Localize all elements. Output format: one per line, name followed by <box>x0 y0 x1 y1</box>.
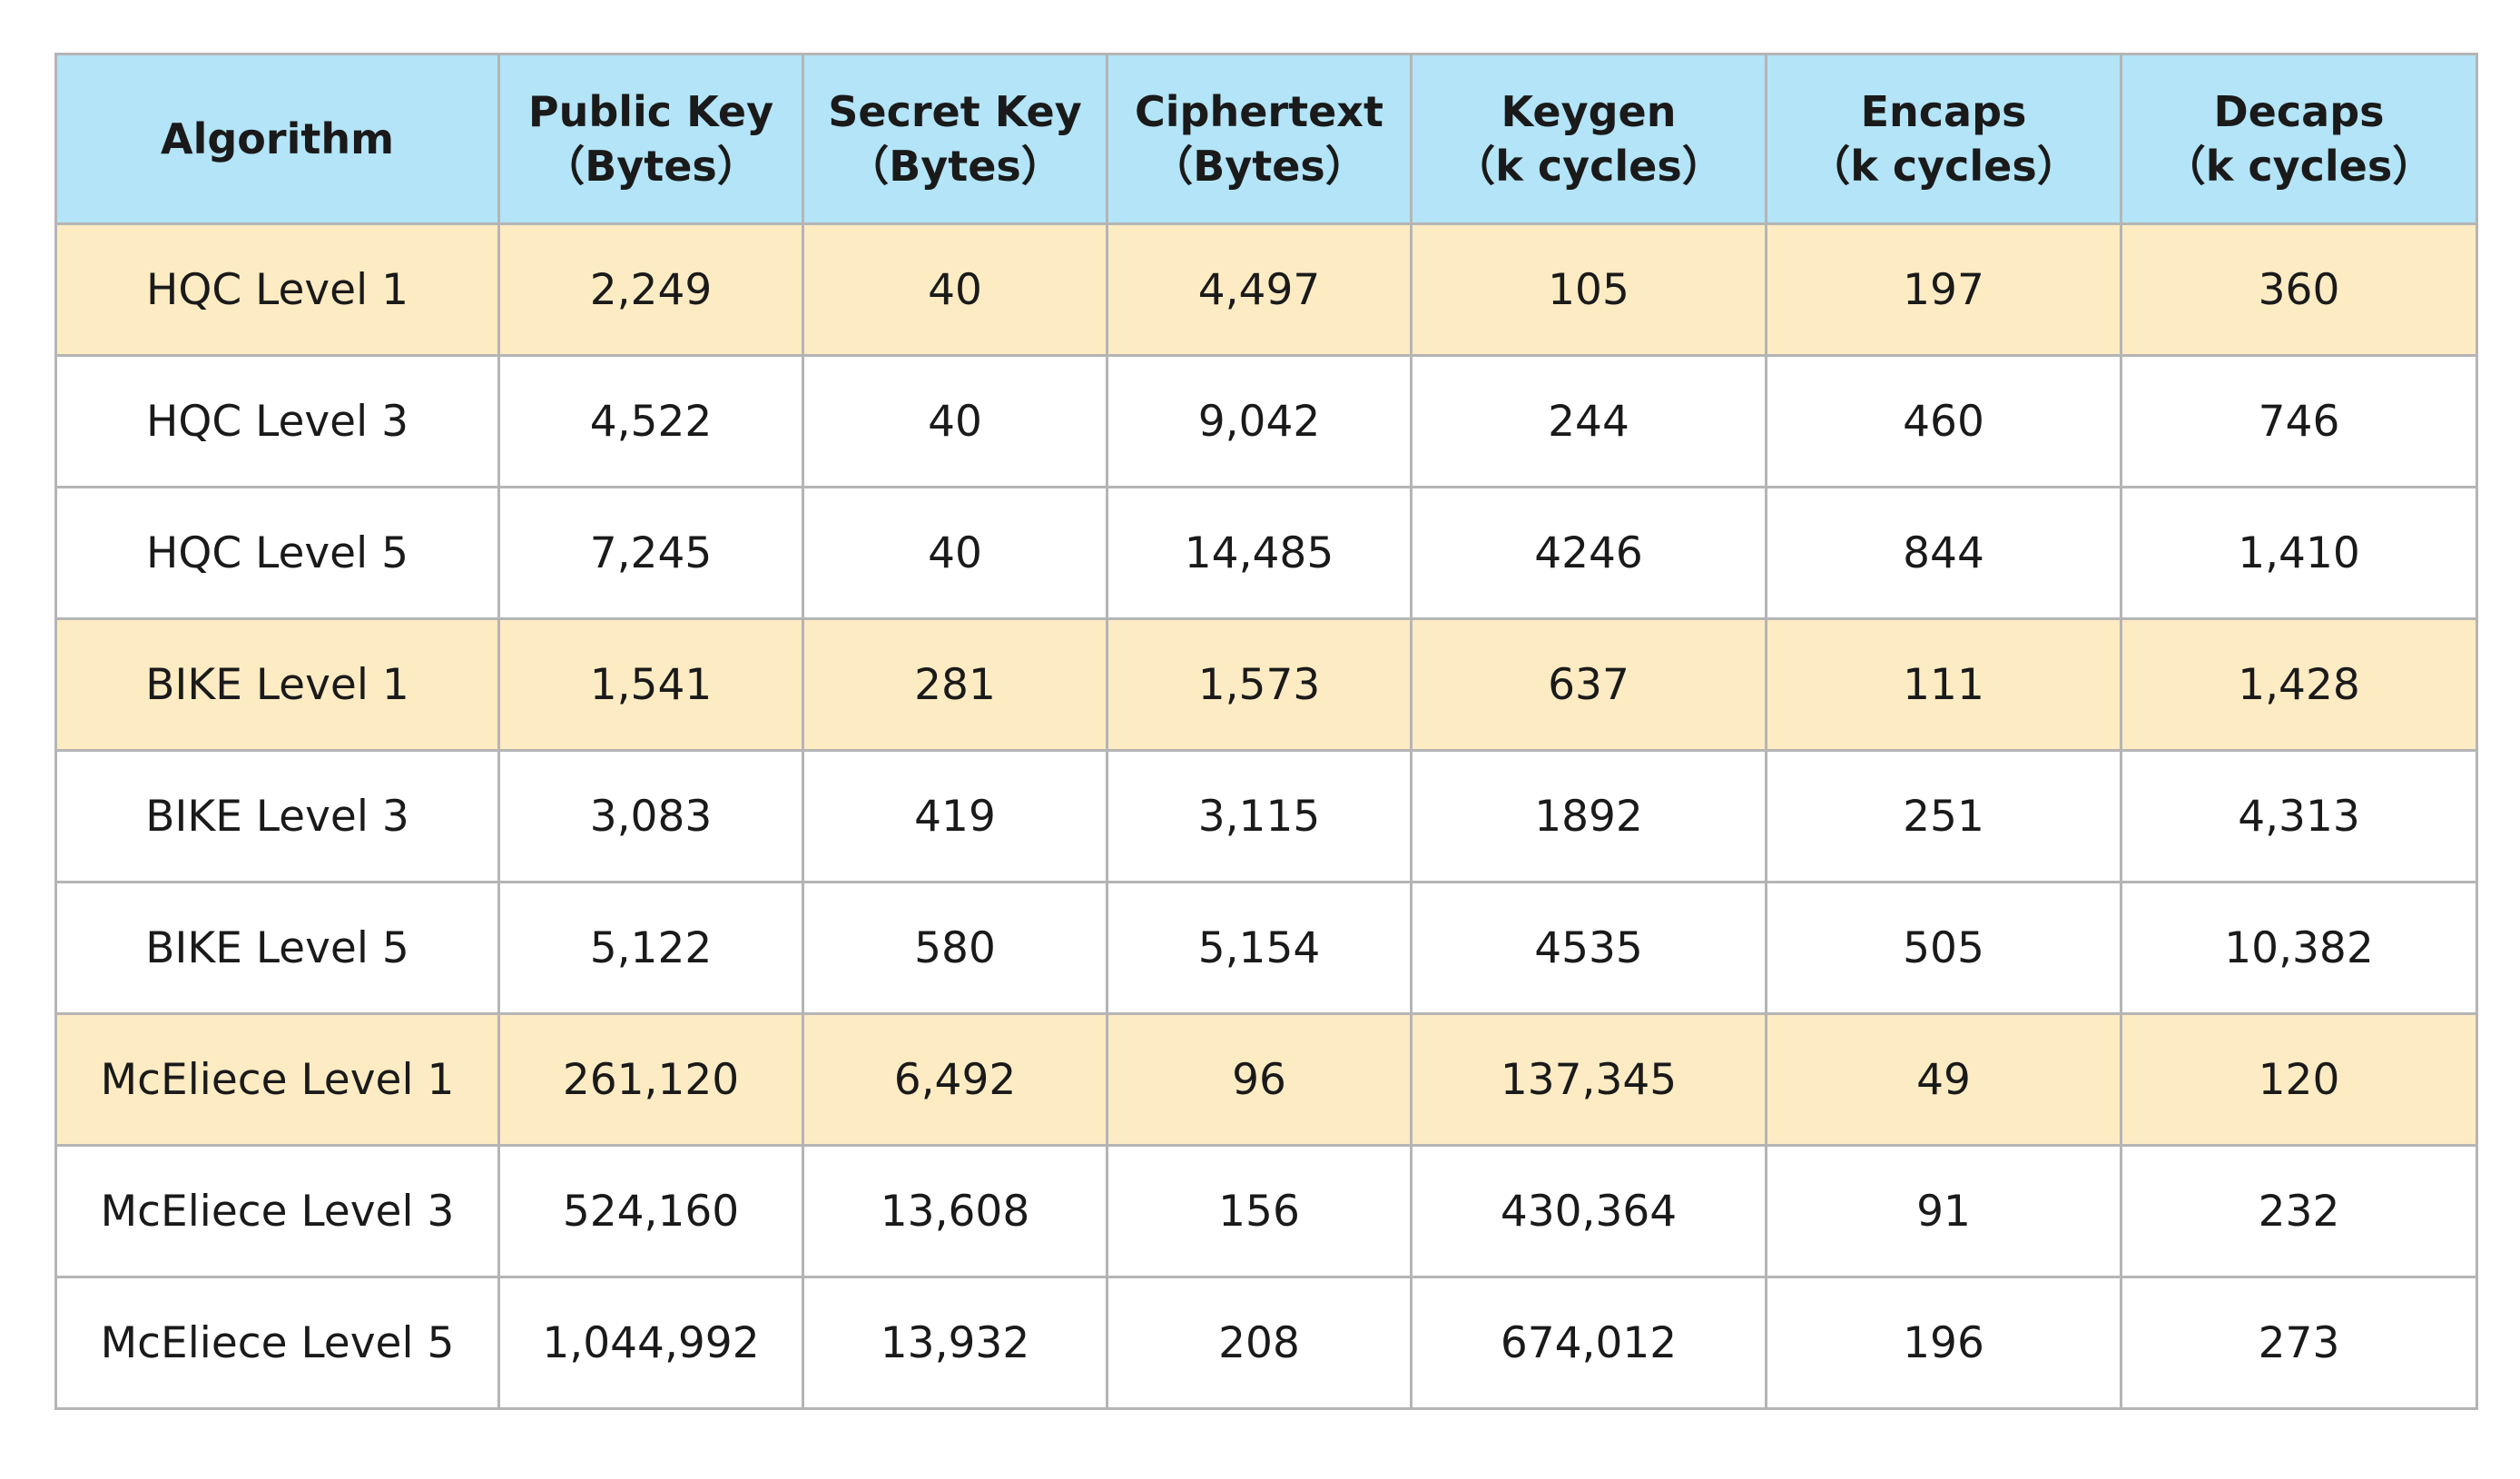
table-row: BIKE Level 3 3,083 419 3,115 1892 251 4,… <box>54 749 2478 883</box>
cell-keygen: 637 <box>1410 617 1767 752</box>
cell-secret-key: 281 <box>802 617 1108 752</box>
cell-keygen: 244 <box>1410 354 1767 488</box>
cell-algorithm: McEliece Level 1 <box>54 1012 500 1147</box>
table-row: HQC Level 5 7,245 40 14,485 4246 844 1,4… <box>54 486 2478 620</box>
cell-secret-key: 40 <box>802 486 1108 620</box>
cell-secret-key: 40 <box>802 354 1108 488</box>
table-body: HQC Level 1 2,249 40 4,497 105 197 360 H… <box>54 222 2478 1410</box>
cell-ciphertext: 4,497 <box>1106 222 1413 357</box>
cell-encaps: 844 <box>1765 486 2122 620</box>
header-unit: （Bytes） <box>543 142 759 191</box>
table-row: HQC Level 3 4,522 40 9,042 244 460 746 <box>54 354 2478 488</box>
table-row: McEliece Level 5 1,044,992 13,932 208 67… <box>54 1276 2478 1410</box>
header-keygen: Keygen （k cycles） <box>1410 53 1767 225</box>
cell-decaps: 10,382 <box>2120 881 2478 1015</box>
header-label: Algorithm <box>160 114 395 163</box>
cell-secret-key: 13,932 <box>802 1276 1108 1410</box>
cell-algorithm: HQC Level 1 <box>54 222 500 357</box>
cell-decaps: 232 <box>2120 1144 2478 1278</box>
cell-encaps: 196 <box>1765 1276 2122 1410</box>
cell-decaps: 1,410 <box>2120 486 2478 620</box>
cell-encaps: 91 <box>1765 1144 2122 1278</box>
cell-ciphertext: 9,042 <box>1106 354 1413 488</box>
header-label: Public Key <box>527 87 774 136</box>
cell-public-key: 1,541 <box>497 617 804 752</box>
cell-public-key: 4,522 <box>497 354 804 488</box>
cell-ciphertext: 5,154 <box>1106 881 1413 1015</box>
cell-public-key: 2,249 <box>497 222 804 357</box>
cell-keygen: 1892 <box>1410 749 1767 883</box>
cell-public-key: 1,044,992 <box>497 1276 804 1410</box>
cell-keygen: 4246 <box>1410 486 1767 620</box>
cell-algorithm: McEliece Level 3 <box>54 1144 500 1278</box>
cell-ciphertext: 156 <box>1106 1144 1413 1278</box>
cell-decaps: 120 <box>2120 1012 2478 1147</box>
cell-encaps: 251 <box>1765 749 2122 883</box>
cell-algorithm: McEliece Level 5 <box>54 1276 500 1410</box>
cell-algorithm: HQC Level 5 <box>54 486 500 620</box>
cell-ciphertext: 96 <box>1106 1012 1413 1147</box>
table-row: HQC Level 1 2,249 40 4,497 105 197 360 <box>54 222 2478 357</box>
cell-secret-key: 13,608 <box>802 1144 1108 1278</box>
cell-secret-key: 419 <box>802 749 1108 883</box>
header-row: Algorithm Public Key （Bytes） Secret Key （B… <box>54 53 2478 225</box>
header-unit: （k cycles） <box>1808 142 2079 191</box>
cell-algorithm: BIKE Level 3 <box>54 749 500 883</box>
cell-ciphertext: 1,573 <box>1106 617 1413 752</box>
header-label: Ciphertext <box>1135 87 1383 136</box>
cell-keygen: 674,012 <box>1410 1276 1767 1410</box>
cell-ciphertext: 14,485 <box>1106 486 1413 620</box>
table-header: Algorithm Public Key （Bytes） Secret Key （B… <box>54 53 2478 225</box>
cell-encaps: 460 <box>1765 354 2122 488</box>
cell-public-key: 261,120 <box>497 1012 804 1147</box>
cell-ciphertext: 3,115 <box>1106 749 1413 883</box>
cell-secret-key: 40 <box>802 222 1108 357</box>
table-row: McEliece Level 3 524,160 13,608 156 430,… <box>54 1144 2478 1278</box>
header-decaps: Decaps （k cycles） <box>2120 53 2478 225</box>
header-unit: （Bytes） <box>847 142 1063 191</box>
cell-secret-key: 580 <box>802 881 1108 1015</box>
header-unit: （k cycles） <box>1453 142 1724 191</box>
header-unit: （k cycles） <box>2163 142 2435 191</box>
cell-public-key: 5,122 <box>497 881 804 1015</box>
cell-decaps: 273 <box>2120 1276 2478 1410</box>
cell-algorithm: BIKE Level 1 <box>54 617 500 752</box>
table-row: McEliece Level 1 261,120 6,492 96 137,34… <box>54 1012 2478 1147</box>
cell-public-key: 3,083 <box>497 749 804 883</box>
cell-encaps: 111 <box>1765 617 2122 752</box>
header-label: Decaps <box>2213 87 2385 136</box>
header-secret-key: Secret Key （Bytes） <box>802 53 1108 225</box>
table-row: BIKE Level 5 5,122 580 5,154 4535 505 10… <box>54 881 2478 1015</box>
table-row: BIKE Level 1 1,541 281 1,573 637 111 1,4… <box>54 617 2478 752</box>
cell-secret-key: 6,492 <box>802 1012 1108 1147</box>
header-encaps: Encaps （k cycles） <box>1765 53 2122 225</box>
header-label: Secret Key <box>828 87 1082 136</box>
cell-decaps: 360 <box>2120 222 2478 357</box>
comparison-table-container: Algorithm Public Key （Bytes） Secret Key （B… <box>54 53 2478 1410</box>
cell-keygen: 137,345 <box>1410 1012 1767 1147</box>
cell-decaps: 1,428 <box>2120 617 2478 752</box>
cell-encaps: 197 <box>1765 222 2122 357</box>
cell-keygen: 430,364 <box>1410 1144 1767 1278</box>
header-label: Encaps <box>1860 87 2027 136</box>
cell-algorithm: HQC Level 3 <box>54 354 500 488</box>
cell-encaps: 505 <box>1765 881 2122 1015</box>
header-ciphertext: Ciphertext （Bytes） <box>1106 53 1413 225</box>
cell-public-key: 524,160 <box>497 1144 804 1278</box>
cell-decaps: 746 <box>2120 354 2478 488</box>
header-unit: （Bytes） <box>1151 142 1367 191</box>
header-label: Keygen <box>1501 87 1677 136</box>
cell-ciphertext: 208 <box>1106 1276 1413 1410</box>
header-algorithm: Algorithm <box>54 53 500 225</box>
header-public-key: Public Key （Bytes） <box>497 53 804 225</box>
cell-public-key: 7,245 <box>497 486 804 620</box>
kem-comparison-table: Algorithm Public Key （Bytes） Secret Key （B… <box>54 53 2478 1410</box>
cell-keygen: 4535 <box>1410 881 1767 1015</box>
cell-encaps: 49 <box>1765 1012 2122 1147</box>
cell-decaps: 4,313 <box>2120 749 2478 883</box>
cell-algorithm: BIKE Level 5 <box>54 881 500 1015</box>
cell-keygen: 105 <box>1410 222 1767 357</box>
